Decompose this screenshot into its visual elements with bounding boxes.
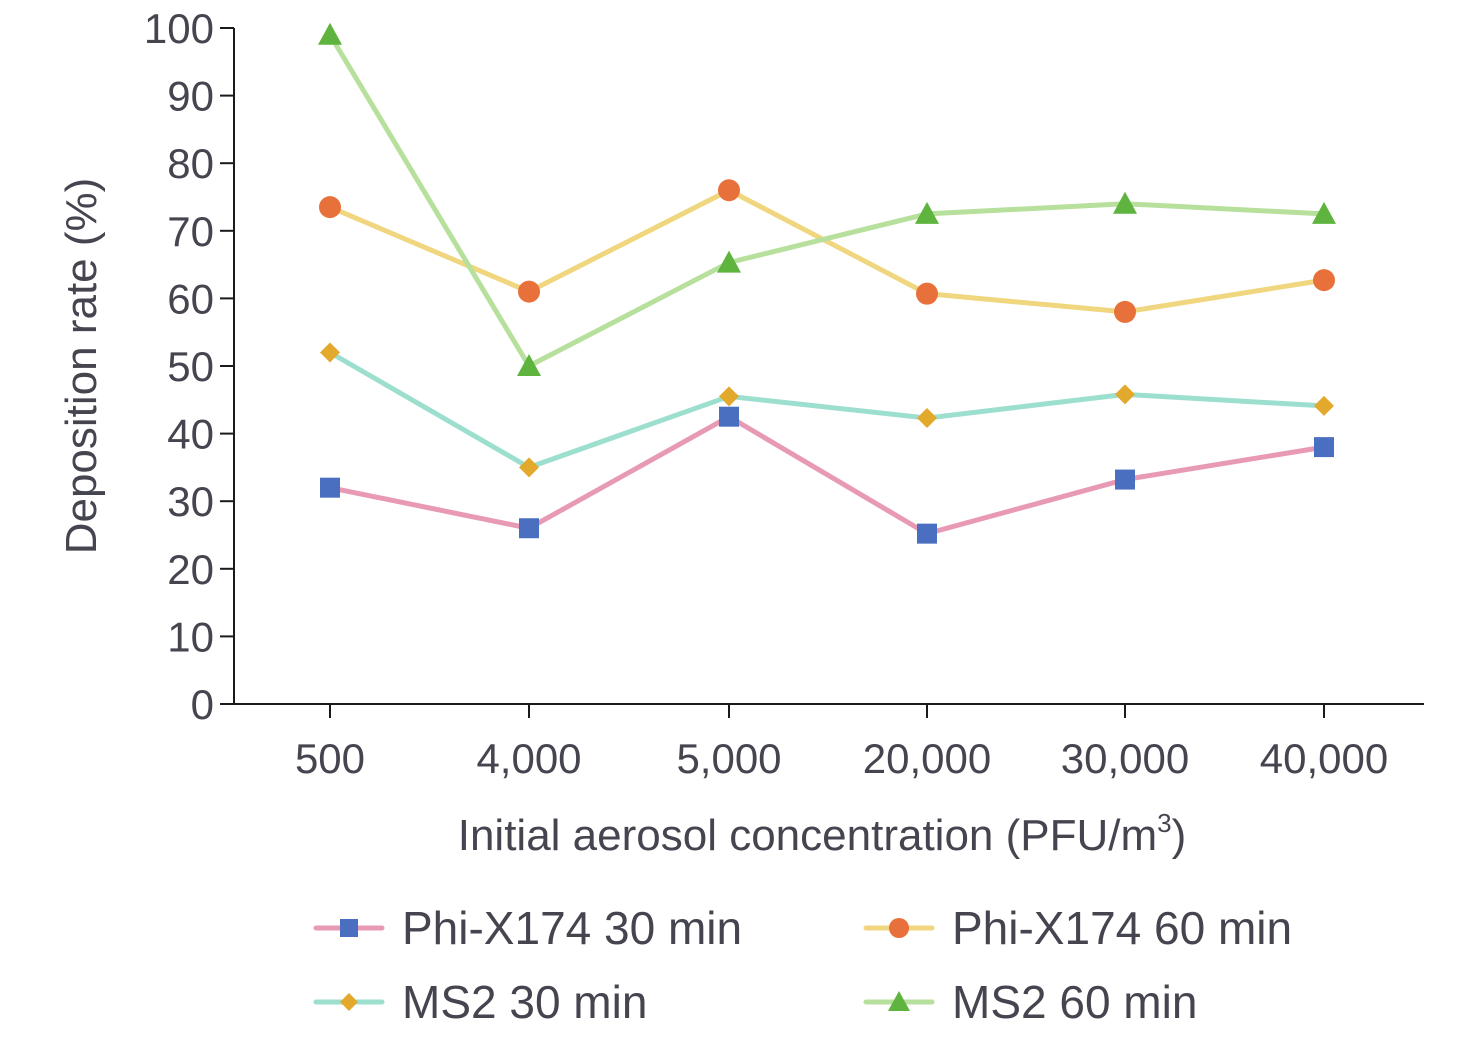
series-line [327,32,1327,369]
y-tick-label: 50 [167,343,214,390]
data-point-triangle [1113,191,1137,214]
data-point-triangle [1312,201,1336,224]
x-ticks: 500 4,000 5,000 20,000 30,000 40,000 [295,704,1388,782]
data-point-diamond [1314,395,1334,416]
data-point-circle [718,179,740,202]
data-point-square [1314,437,1334,458]
y-tick-label: 100 [144,5,214,52]
y-tick-label: 80 [167,140,214,187]
x-tick-label: 20,000 [863,735,991,782]
y-tick-label: 20 [167,546,214,593]
y-axis-title: Deposition rate (%) [57,178,106,555]
y-tick-label: 60 [167,275,214,322]
data-point-circle [1114,300,1136,323]
series-line [327,187,1327,315]
series-3 [320,342,1334,478]
x-tick-label: 40,000 [1260,735,1388,782]
x-axis-title-suffix: ) [1172,811,1187,860]
y-tick-label: 30 [167,478,214,525]
legend-item-2: Phi-X174 60 min [863,902,1292,954]
series-layer [318,22,1336,544]
series-1 [320,406,1334,544]
data-point-square [519,518,539,539]
data-point-triangle [717,250,741,273]
data-point-triangle [915,201,939,224]
data-point-square [917,523,937,544]
legend-item-4: MS2 60 min [863,976,1197,1028]
legend: Phi-X174 30 min Phi-X174 60 min MS2 30 min… [313,902,1292,1028]
x-axis-title-main: Initial aerosol concentration (PFU/m [458,811,1157,860]
data-point-triangle [517,354,541,376]
series-4 [318,22,1336,376]
legend-label: MS2 30 min [402,976,647,1028]
data-point-circle [319,196,341,219]
series-2 [319,179,1335,323]
data-point-circle [518,280,540,303]
y-tick-label: 10 [167,613,214,660]
x-tick-label: 4,000 [476,735,581,782]
data-point-square [1115,469,1135,490]
x-tick-label: 5,000 [676,735,781,782]
legend-item-3: MS2 30 min [313,976,647,1028]
y-tick-label: 40 [167,411,214,458]
data-point-square [340,919,358,937]
data-point-circle [1313,269,1335,292]
data-point-diamond [719,386,739,407]
y-tick-label: 0 [191,681,214,728]
x-axis-title-superscript: 3 [1157,808,1171,838]
x-tick-label: 500 [295,735,365,782]
data-point-circle [916,282,938,305]
axes [233,28,1424,705]
legend-item-1: Phi-X174 30 min [313,902,742,954]
data-point-diamond [340,993,358,1011]
legend-label: Phi-X174 60 min [952,902,1292,954]
y-ticks: 0 10 20 30 40 50 60 70 80 90 100 [144,5,234,728]
data-point-square [719,406,739,427]
x-tick-label: 30,000 [1061,735,1189,782]
series-line [327,414,1327,537]
data-point-diamond [519,457,539,478]
data-point-square [320,477,340,498]
x-axis-title: Initial aerosol concentration (PFU/m3) [458,808,1187,860]
data-point-diamond [917,408,937,429]
y-tick-label: 90 [167,73,214,120]
series-line [327,349,1327,470]
legend-label: MS2 60 min [952,976,1197,1028]
data-point-diamond [320,342,340,363]
legend-label: Phi-X174 30 min [402,902,742,954]
y-tick-label: 70 [167,208,214,255]
data-point-triangle [318,22,342,45]
data-point-circle [889,918,909,938]
data-point-diamond [1115,384,1135,405]
data-point-triangle [888,991,910,1011]
